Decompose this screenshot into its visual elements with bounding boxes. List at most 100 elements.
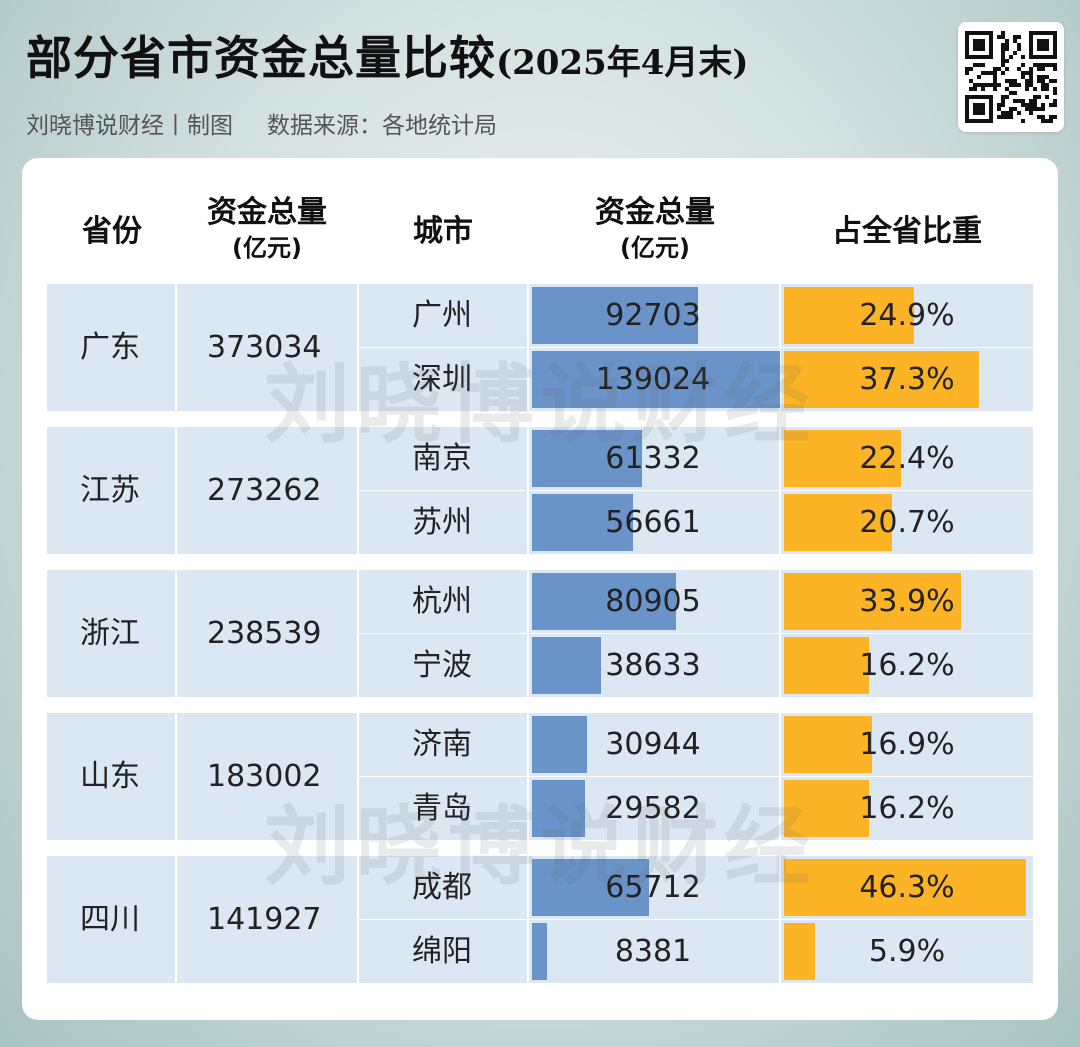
share-value: 16.2% — [859, 647, 955, 683]
qr-module — [1005, 47, 1009, 51]
qr-module — [989, 83, 993, 87]
share-value: 5.9% — [868, 933, 946, 969]
share-value: 46.3% — [859, 869, 955, 905]
qr-module — [1033, 95, 1037, 99]
qr-module — [989, 71, 993, 75]
share-bar — [784, 780, 869, 837]
qr-module — [1053, 87, 1057, 91]
province-total: 238539 — [207, 615, 322, 651]
qr-module — [1001, 115, 1005, 119]
city-total-bar — [532, 923, 547, 980]
city-cell — [359, 348, 527, 411]
source-text: 数据来源：各地统计局 — [267, 113, 497, 139]
city-total-bar — [532, 637, 601, 694]
share-bar — [784, 430, 902, 487]
city-total-value: 8381 — [614, 933, 692, 969]
qr-module — [1033, 87, 1037, 91]
city-cell — [359, 284, 527, 347]
share-bar — [784, 637, 869, 694]
qr-module — [973, 87, 977, 91]
city-total-bar — [532, 780, 585, 837]
city-total-value: 30944 — [605, 726, 701, 762]
qr-module — [1005, 39, 1009, 43]
qr-module — [1017, 35, 1021, 39]
qr-code — [958, 22, 1064, 132]
share-bar — [784, 859, 1027, 916]
city-total-value: 139024 — [595, 361, 711, 397]
qr-module — [981, 87, 985, 91]
qr-module — [1021, 99, 1025, 103]
qr-code-icon — [965, 31, 1057, 123]
header-city-total: 资金总量 (亿元) — [570, 194, 740, 264]
qr-module — [1021, 75, 1025, 79]
qr-module — [1025, 107, 1029, 111]
qr-module — [1005, 67, 1009, 71]
share-bar — [784, 494, 893, 551]
province-total: 373034 — [207, 329, 322, 365]
header-city-total-label: 资金总量 — [595, 195, 715, 230]
qr-module — [1013, 99, 1017, 103]
header-city-total-unit: (亿元) — [620, 234, 690, 262]
qr-module — [1009, 107, 1013, 111]
qr-module — [1001, 99, 1005, 103]
qr-module — [1005, 79, 1009, 83]
city-total-bar — [532, 430, 642, 487]
province-cell — [47, 427, 175, 554]
province-total-cell — [177, 713, 357, 840]
qr-module — [1001, 111, 1005, 115]
qr-module — [1001, 63, 1005, 67]
qr-module — [1001, 95, 1005, 99]
province-cell — [47, 713, 175, 840]
city-name: 青岛 — [412, 790, 472, 826]
city-name: 南京 — [412, 440, 472, 476]
share-bar — [784, 573, 962, 630]
qr-module — [1025, 83, 1029, 87]
province-total: 141927 — [207, 901, 322, 937]
qr-module — [1053, 63, 1057, 67]
province-total-cell — [177, 284, 357, 411]
qr-module — [1029, 99, 1033, 103]
qr-module — [1053, 99, 1057, 103]
title-main: 部分省市资金总量比较 — [26, 31, 496, 85]
qr-module — [993, 83, 997, 87]
qr-module — [1041, 115, 1045, 119]
city-cell — [359, 491, 527, 554]
qr-module — [1045, 119, 1049, 123]
qr-module — [1021, 119, 1025, 123]
share-bar — [784, 351, 980, 408]
qr-module — [1005, 115, 1009, 119]
city-total-value: 92703 — [605, 297, 701, 333]
qr-module — [1037, 75, 1041, 79]
qr-module — [1041, 103, 1045, 107]
city-total-value: 56661 — [605, 504, 701, 540]
city-name: 深圳 — [412, 361, 472, 397]
qr-module — [969, 67, 973, 71]
city-name: 成都 — [412, 869, 472, 905]
header-province: 省份 — [62, 213, 162, 251]
qr-module — [969, 79, 973, 83]
city-total-bar — [532, 573, 677, 630]
qr-module — [1049, 119, 1053, 123]
qr-module — [993, 67, 997, 71]
city-total-bar — [532, 716, 588, 773]
qr-module — [981, 83, 985, 87]
qr-module — [993, 71, 997, 75]
province-total: 183002 — [207, 758, 322, 794]
credit-text: 刘晓博说财经丨制图 — [26, 113, 233, 139]
city-name: 宁波 — [412, 647, 472, 683]
qr-module — [1053, 115, 1057, 119]
qr-module — [1001, 31, 1005, 35]
qr-module — [1049, 115, 1053, 119]
qr-module — [1029, 111, 1033, 115]
qr-module — [993, 79, 997, 83]
city-cell — [359, 427, 527, 490]
qr-module — [997, 35, 1001, 39]
qr-module — [1005, 111, 1009, 115]
qr-module — [997, 83, 1001, 87]
qr-module — [1013, 79, 1017, 83]
qr-module — [1029, 83, 1033, 87]
qr-module — [1017, 43, 1021, 47]
qr-module — [1013, 91, 1017, 95]
share-bar — [784, 923, 815, 980]
city-total-value: 29582 — [605, 790, 701, 826]
